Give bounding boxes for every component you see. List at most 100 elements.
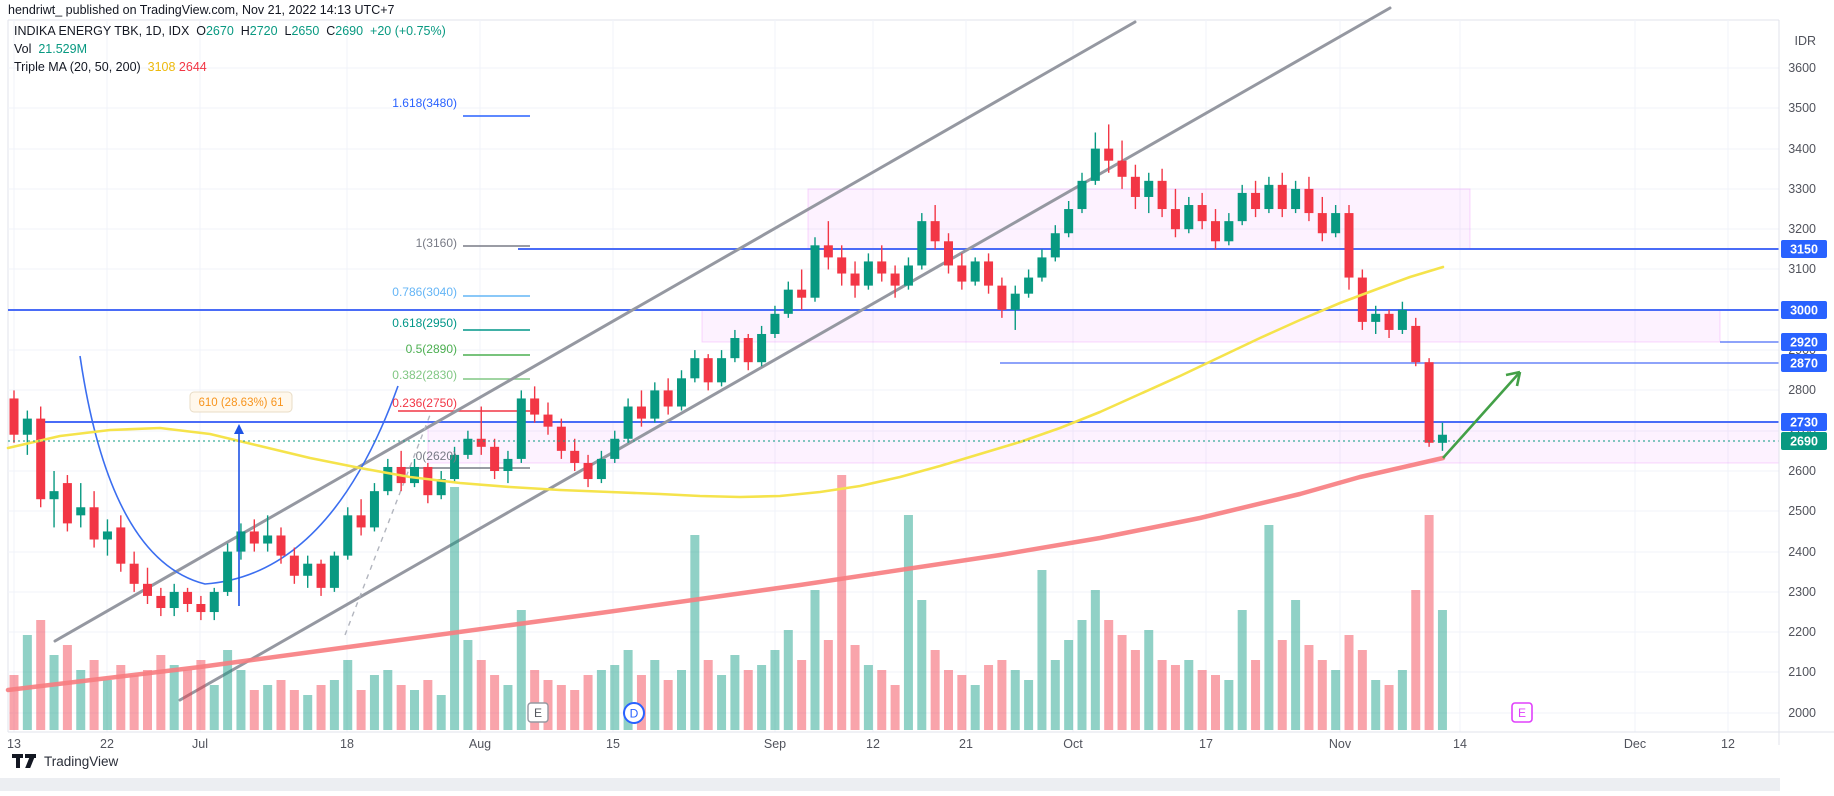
candle-body xyxy=(810,245,820,298)
time-axis-tick: Sep xyxy=(764,737,786,751)
volume-bar xyxy=(102,680,112,730)
price-axis-tick: 3300 xyxy=(1788,182,1816,196)
volume-bar xyxy=(944,670,953,730)
candle-body xyxy=(770,313,780,334)
volume-bar xyxy=(1291,600,1301,730)
candle-body xyxy=(957,265,967,282)
volume-bar xyxy=(530,670,540,730)
tradingview-logo-text: TradingView xyxy=(44,753,119,769)
channel-trendline[interactable] xyxy=(178,6,1392,702)
volume-bar xyxy=(1371,680,1381,730)
candle-body xyxy=(930,221,940,242)
volume-bar xyxy=(1317,660,1327,730)
fib-level-label: 0.5(2890) xyxy=(406,342,457,356)
candle-body xyxy=(1237,192,1247,222)
candle-body xyxy=(717,358,727,383)
legend-part: C xyxy=(319,24,336,38)
candle-body xyxy=(583,462,593,480)
candle-body xyxy=(1077,180,1087,210)
volume-bar xyxy=(623,650,633,730)
candle-body xyxy=(1357,277,1367,322)
volume-bar xyxy=(490,675,500,730)
volume-bar xyxy=(1064,640,1074,730)
symbol-legend[interactable]: INDIKA ENERGY TBK, 1D, IDX O2670 H2720 L… xyxy=(14,24,446,38)
volume-bar xyxy=(343,660,353,730)
candle-body xyxy=(1291,188,1301,210)
volume-bar xyxy=(436,695,446,730)
projection-arrow-line[interactable] xyxy=(1442,371,1521,459)
legend-part: O xyxy=(189,24,206,38)
candle-body xyxy=(116,527,126,564)
volume-bar xyxy=(369,675,379,730)
time-axis-tick: Dec xyxy=(1624,737,1646,751)
volume-bar xyxy=(89,660,99,730)
price-axis-panel[interactable] xyxy=(1780,0,1834,791)
candle-body xyxy=(610,438,620,459)
legend-part: 3108 xyxy=(140,60,176,74)
cup-arc-curve[interactable] xyxy=(79,355,399,585)
candle-body xyxy=(970,261,980,282)
price-badge xyxy=(1781,432,1827,450)
time-axis-tick: 15 xyxy=(606,737,620,751)
candle-body xyxy=(1384,313,1394,330)
measure-label-box[interactable] xyxy=(189,391,293,413)
volume-bar xyxy=(1130,650,1140,730)
candle-body xyxy=(463,438,473,455)
candle-body xyxy=(636,406,646,419)
price-badge-label: 3000 xyxy=(1790,304,1818,318)
candle-body xyxy=(1264,184,1274,210)
time-axis-tick: 22 xyxy=(100,737,114,751)
volume-bar xyxy=(717,675,727,730)
volume-bar xyxy=(1010,670,1020,730)
volume-bar xyxy=(356,690,366,730)
volume-bar xyxy=(850,645,860,730)
supply-demand-zone[interactable] xyxy=(807,188,1471,250)
volume-bar xyxy=(169,665,179,730)
candle-body xyxy=(850,273,860,286)
candle-body xyxy=(797,289,807,298)
candle-body xyxy=(917,221,927,266)
tradingview-logo-icon xyxy=(12,753,38,769)
candle-body xyxy=(1411,325,1421,363)
volume-bar xyxy=(570,690,580,730)
triple-ma-legend[interactable]: Triple MA (20, 50, 200) 3108 2644 xyxy=(14,60,207,74)
volume-bar xyxy=(1117,635,1127,730)
tradingview-logo[interactable]: TradingView xyxy=(12,753,118,769)
price-axis-tick: 2100 xyxy=(1788,665,1816,679)
channel-trendline[interactable] xyxy=(53,20,1137,643)
volume-bar xyxy=(1251,660,1261,730)
candle-body xyxy=(156,595,166,609)
volume-bar xyxy=(49,655,59,730)
legend-part: 2670 xyxy=(205,24,234,38)
dividend-marker-circle[interactable] xyxy=(623,702,645,724)
volume-bar xyxy=(396,685,406,730)
candle-body xyxy=(289,555,299,576)
time-axis-tick: Aug xyxy=(469,737,491,751)
earnings-marker-box[interactable] xyxy=(527,702,549,723)
ma200-line[interactable] xyxy=(5,455,1446,693)
upcoming-earnings-marker-box[interactable] xyxy=(1511,702,1533,723)
volume-bar xyxy=(877,670,887,730)
volume-bar xyxy=(1157,660,1167,730)
footer-strip xyxy=(0,778,1834,791)
volume-bar xyxy=(957,675,967,730)
legend-part: +20 (+0.75%) xyxy=(363,24,446,38)
price-badge xyxy=(1781,354,1827,372)
candle-body xyxy=(1037,257,1047,278)
volume-bar xyxy=(62,645,72,730)
ma50-line[interactable] xyxy=(6,265,1445,499)
published-line: hendriwt_ published on TradingView.com, … xyxy=(8,3,395,17)
volume-bar xyxy=(757,665,767,730)
volume-legend[interactable]: Vol 21.529M xyxy=(14,42,87,56)
candle-body xyxy=(516,398,526,459)
volume-bar xyxy=(476,660,486,730)
legend-part: 2650 xyxy=(291,24,320,38)
price-axis-unit: IDR xyxy=(1794,34,1816,48)
volume-bar xyxy=(1437,610,1447,730)
candle-body xyxy=(1211,221,1220,242)
candle-body xyxy=(263,535,273,544)
volume-bar xyxy=(1411,590,1421,730)
volume-bar xyxy=(903,515,913,730)
measure-arrow-head xyxy=(234,424,244,434)
